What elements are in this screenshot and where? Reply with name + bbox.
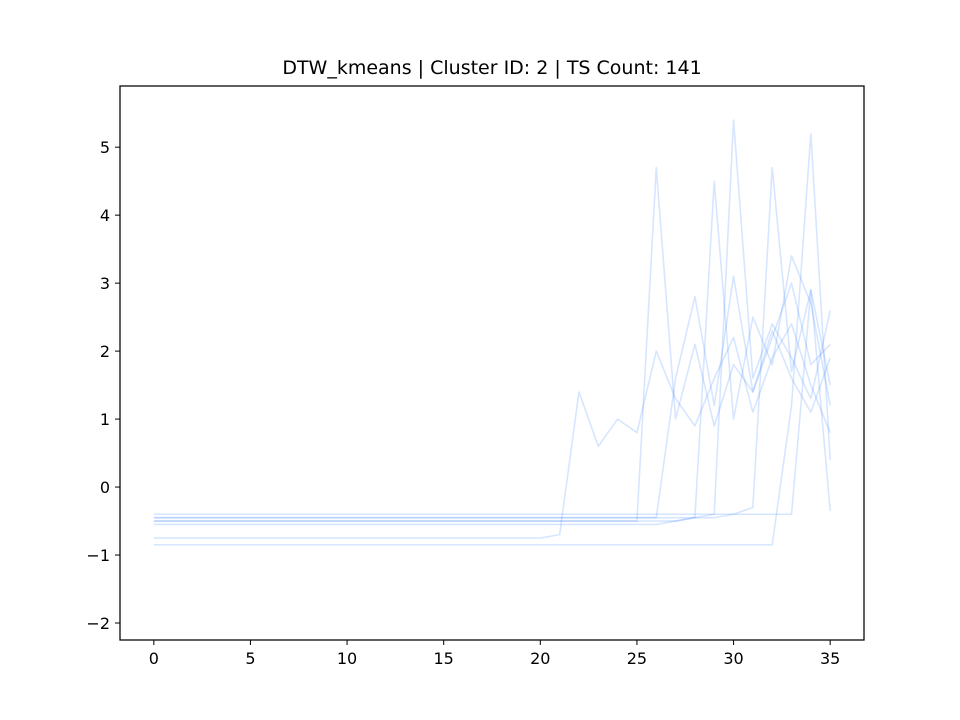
y-tick-label-5: 3	[100, 274, 110, 293]
y-tick-label-7: 5	[100, 138, 110, 157]
x-tick-label-0: 0	[149, 649, 159, 668]
series-line-3	[153, 166, 831, 519]
x-tick-label-2: 10	[337, 649, 357, 668]
x-tick-label-3: 15	[434, 649, 454, 668]
y-tick-label-0: −2	[86, 614, 110, 633]
x-tick-label-1: 5	[245, 649, 255, 668]
series-line-5	[153, 166, 831, 522]
y-axis: −2 −1 0 1 2 3 4 5	[86, 138, 120, 633]
x-axis: 0 5 10 15 20 25 30 35	[149, 640, 840, 668]
x-tick-label-7: 35	[820, 649, 840, 668]
y-tick-label-4: 2	[100, 342, 110, 361]
series-line-7	[153, 289, 831, 516]
series-line-6	[153, 132, 831, 546]
y-tick-label-6: 4	[100, 206, 110, 225]
chart-title: DTW_kmeans | Cluster ID: 2 | TS Count: 1…	[282, 57, 701, 79]
x-tick-label-6: 30	[723, 649, 743, 668]
y-tick-label-2: 0	[100, 478, 110, 497]
series-line-0	[153, 275, 831, 519]
series-line-4	[153, 323, 831, 539]
plot-frame	[119, 85, 865, 641]
y-tick-label-1: −1	[86, 546, 110, 565]
x-tick-label-5: 25	[627, 649, 647, 668]
series-layer	[153, 119, 831, 546]
y-tick-label-3: 1	[100, 410, 110, 429]
series-line-2	[153, 119, 831, 526]
x-tick-label-4: 20	[530, 649, 550, 668]
series-line-1	[153, 180, 831, 522]
